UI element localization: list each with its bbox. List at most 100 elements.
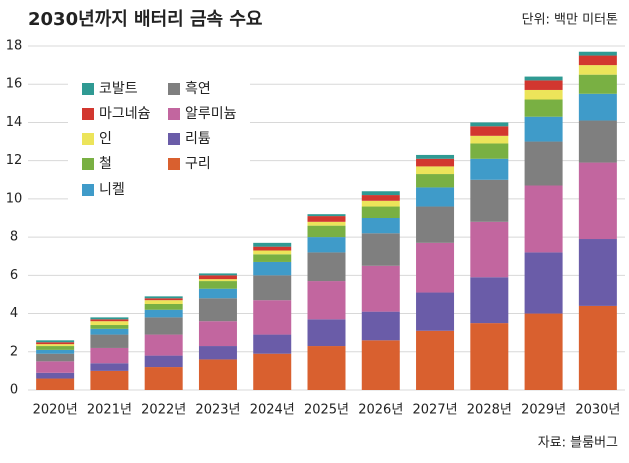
bar-segment — [361, 265, 400, 312]
bar-segment — [253, 334, 292, 354]
y-tick-label: 12 — [6, 153, 23, 168]
bar-segment — [578, 305, 617, 390]
bar-segment — [90, 317, 129, 320]
bar-segment — [253, 353, 292, 390]
bar-segment — [36, 346, 75, 350]
bar-segment — [361, 191, 400, 196]
bar-segment — [361, 233, 400, 266]
bar-segment — [144, 355, 183, 368]
bar-segment — [416, 166, 455, 175]
legend-swatch — [82, 133, 94, 145]
bar-segment — [90, 347, 129, 364]
bar-segment — [578, 93, 617, 121]
legend-label: 철 — [99, 156, 112, 172]
bar-segment — [253, 275, 292, 301]
bar-segment — [90, 319, 129, 322]
legend-label: 마그네슘 — [99, 106, 151, 122]
legend-swatch — [168, 133, 180, 145]
y-tick-label: 10 — [6, 191, 23, 206]
bar-segment — [90, 325, 129, 329]
bar-segment — [578, 162, 617, 240]
bar-segment — [416, 158, 455, 167]
x-tick-label: 2021년 — [87, 403, 132, 418]
bar-segment — [144, 296, 183, 299]
bar-segment — [144, 304, 183, 310]
bar-segment — [524, 116, 563, 142]
y-tick-label: 14 — [6, 115, 23, 130]
x-tick-label: 2029년 — [521, 403, 566, 418]
x-tick-label: 2025년 — [304, 403, 349, 418]
bar-segment — [307, 252, 346, 282]
x-tick-label: 2026년 — [358, 403, 403, 418]
bar-segment — [578, 65, 617, 75]
bar-segment — [524, 252, 563, 314]
y-tick-label: 2 — [10, 344, 18, 359]
bar-segment — [307, 237, 346, 253]
bar-segment — [361, 218, 400, 234]
bar-segment — [361, 206, 400, 218]
bar-segment — [307, 214, 346, 217]
bar-segment — [470, 122, 509, 127]
bar-segment — [416, 206, 455, 243]
legend-swatch — [82, 184, 94, 196]
bar-segment — [524, 76, 563, 81]
legend-swatch — [168, 158, 180, 170]
x-tick-label: 2024년 — [250, 403, 295, 418]
bar-segment — [198, 346, 237, 360]
legend-label: 알루미늄 — [185, 106, 237, 122]
bar-segment — [144, 317, 183, 335]
x-tick-label: 2020년 — [33, 403, 78, 418]
legend-swatch — [82, 158, 94, 170]
bar-segment — [470, 158, 509, 180]
bar-segment — [144, 334, 183, 356]
bar-segment — [578, 120, 617, 163]
bar-segment — [578, 239, 617, 306]
bar-segment — [416, 292, 455, 331]
legend-label: 인 — [99, 131, 112, 147]
bar-segment — [36, 361, 75, 373]
bar-segment — [416, 187, 455, 207]
bar-segment — [36, 340, 75, 343]
x-tick-label: 2022년 — [141, 403, 186, 418]
bar-segment — [524, 313, 563, 390]
legend-swatch — [168, 83, 180, 95]
bar-segment — [416, 154, 455, 159]
bar-segment — [36, 372, 75, 379]
bar-segment — [470, 221, 509, 278]
bar-segment — [36, 349, 75, 354]
bar-segment — [144, 300, 183, 304]
legend-label: 흑연 — [185, 80, 211, 97]
bar-segment — [253, 246, 292, 251]
bar-segment — [253, 242, 292, 247]
legend-swatch — [82, 108, 94, 120]
x-tick-label: 2027년 — [413, 403, 458, 418]
bar-segment — [36, 342, 75, 345]
legend-label: 니켈 — [99, 182, 125, 198]
bar-segment — [36, 353, 75, 362]
bar-segment — [470, 323, 509, 390]
bar-segment — [307, 216, 346, 222]
bar-segment — [578, 51, 617, 56]
bar-segment — [416, 330, 455, 390]
bar-segment — [144, 367, 183, 390]
y-tick-label: 16 — [6, 77, 23, 92]
bar-segment — [578, 74, 617, 94]
bar-segment — [470, 135, 509, 144]
legend-label: 코발트 — [99, 81, 138, 97]
chart-title: 2030년까지 배터리 금속 수요 — [28, 9, 263, 30]
source: 자료: 블룸버그 — [538, 436, 618, 451]
bar-segment — [144, 298, 183, 301]
bar-segment — [578, 55, 617, 66]
bar-segment — [361, 311, 400, 341]
bar-segment — [198, 298, 237, 322]
bar-segment — [90, 328, 129, 335]
bar-segment — [198, 275, 237, 280]
bar-segment — [253, 250, 292, 255]
x-tick-label: 2030년 — [575, 403, 620, 418]
bar-segment — [524, 185, 563, 253]
bar-segment — [361, 195, 400, 201]
bar-segment — [470, 126, 509, 136]
legend-box — [68, 74, 250, 206]
bar-segment — [416, 174, 455, 188]
legend-swatch — [82, 83, 94, 95]
